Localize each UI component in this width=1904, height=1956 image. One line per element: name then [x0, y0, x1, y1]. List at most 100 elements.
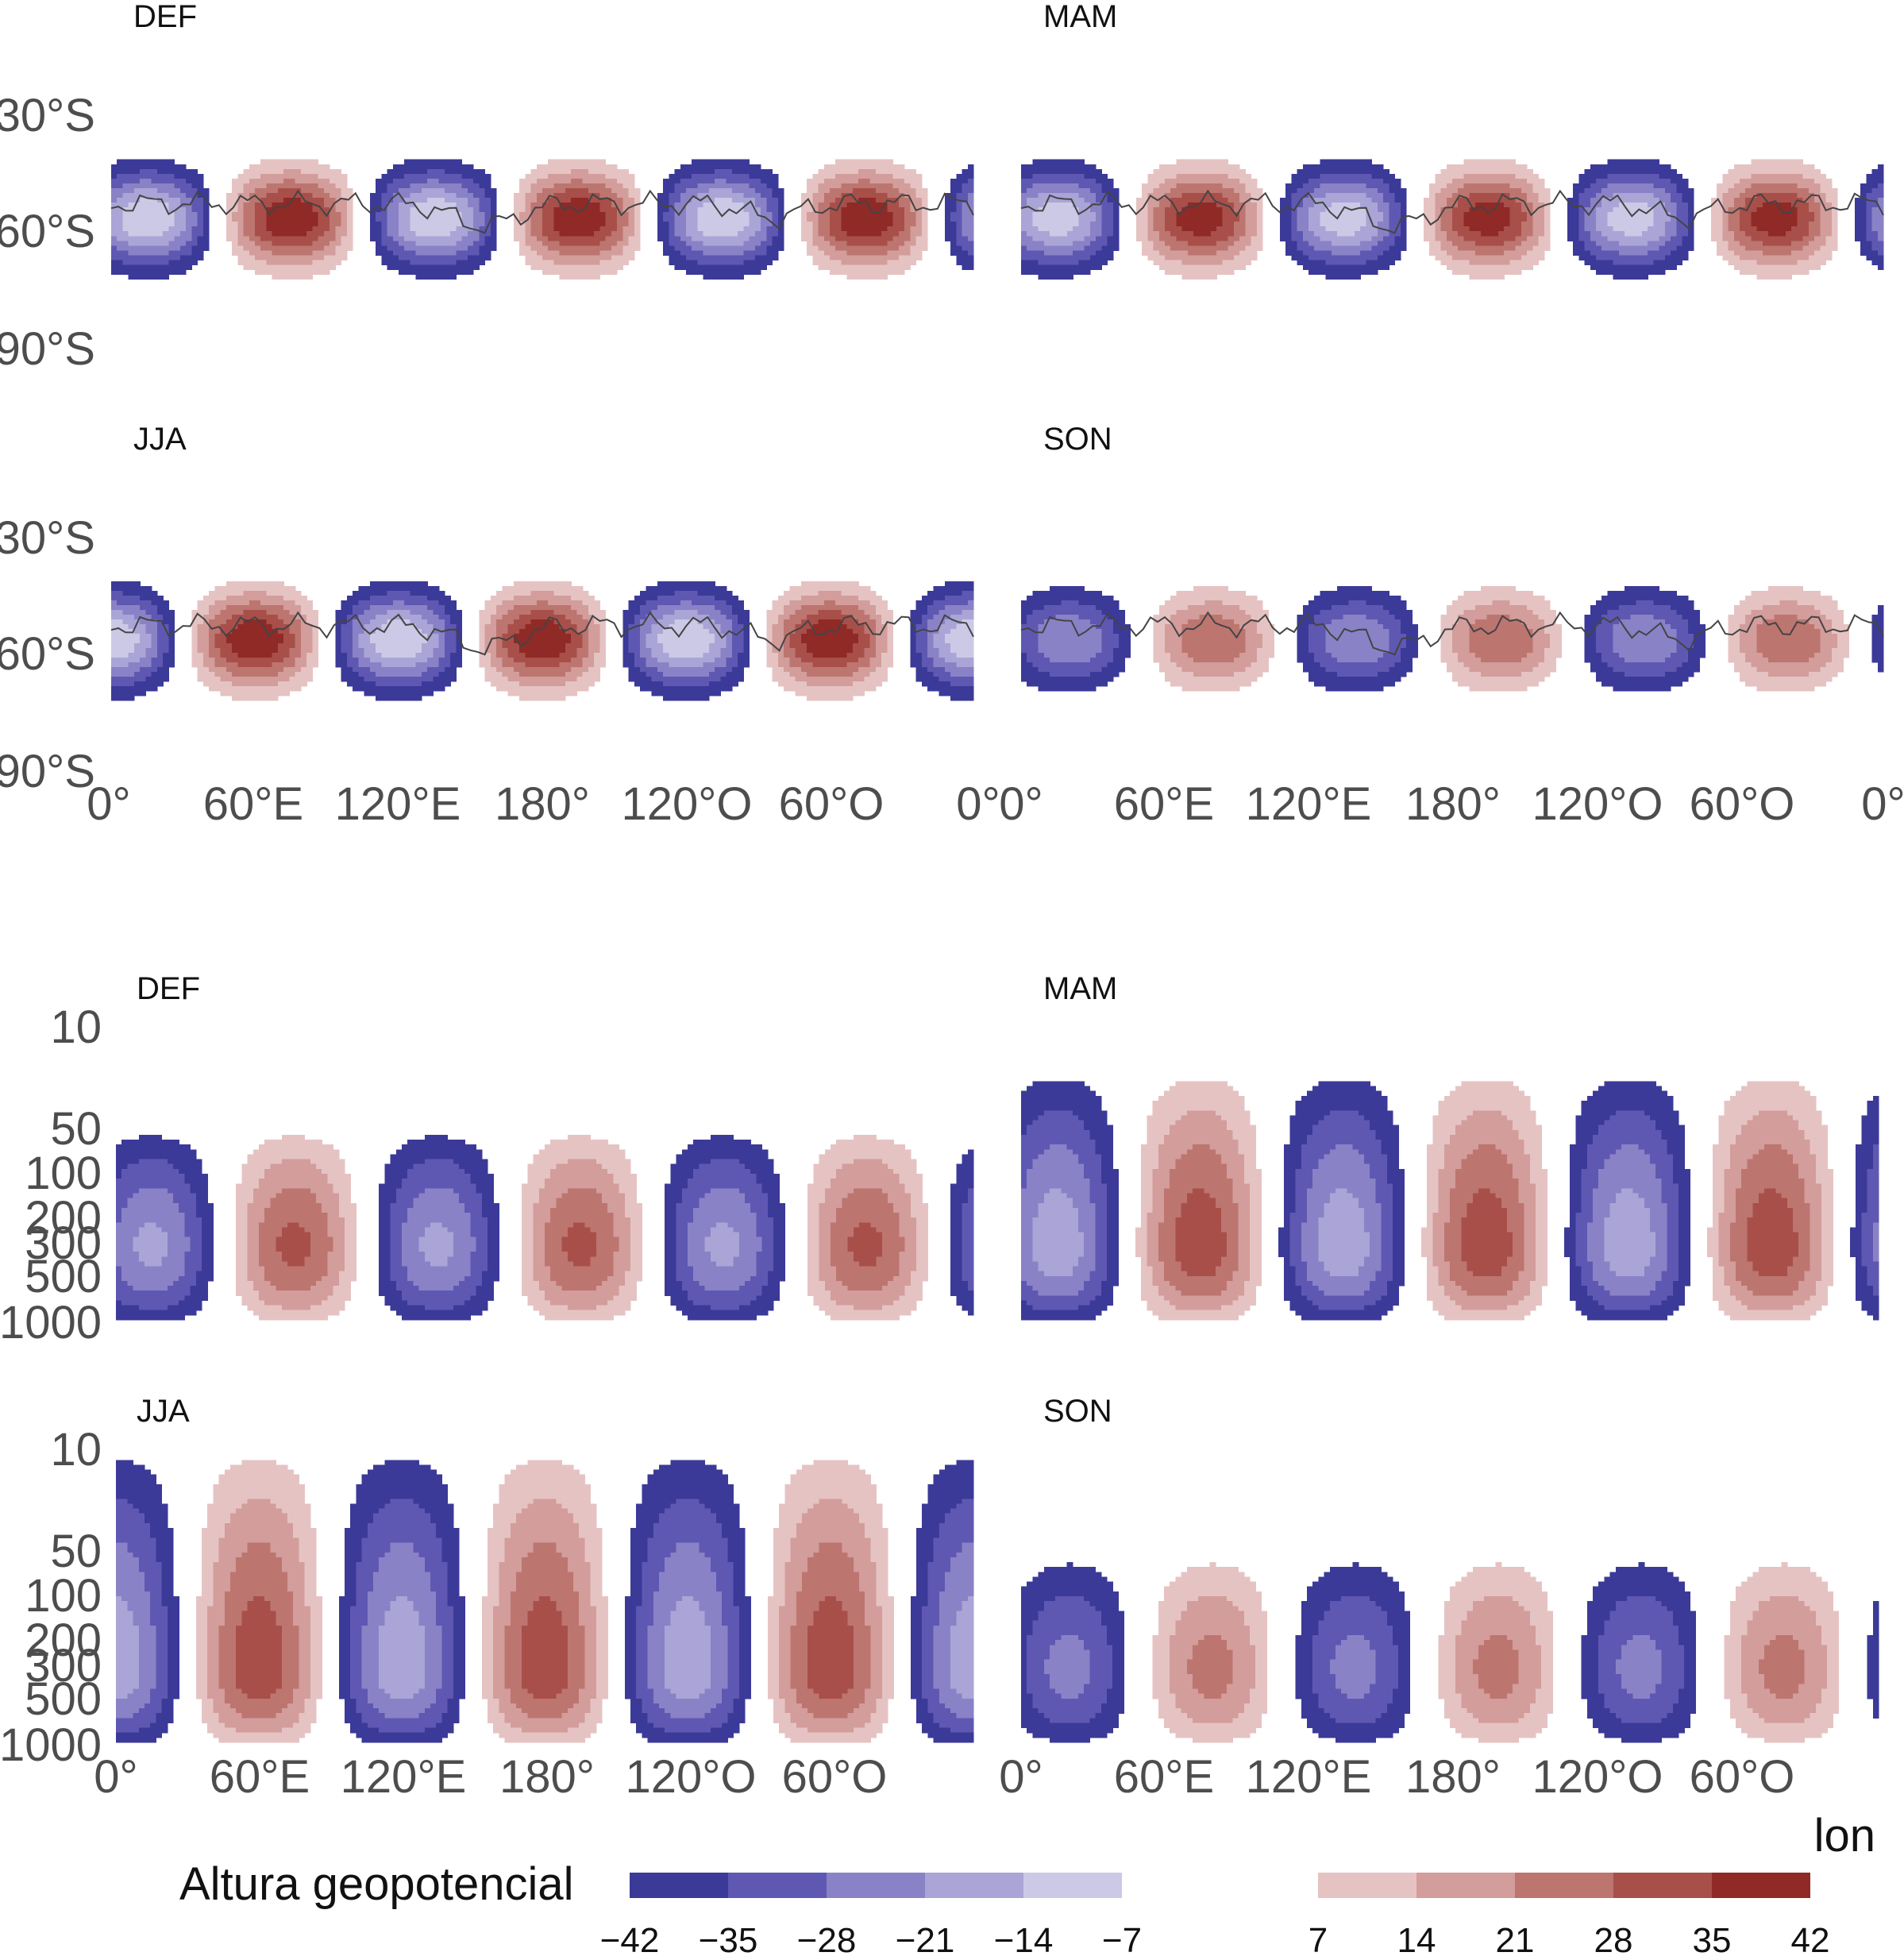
heatmap-cell — [910, 212, 917, 218]
heatmap-cell — [571, 164, 578, 170]
heatmap-cell — [864, 250, 871, 256]
heatmap-cell — [686, 250, 692, 256]
heatmap-cell — [588, 164, 595, 170]
heatmap-cell — [1474, 260, 1482, 266]
heatmap-cell — [703, 231, 710, 237]
heatmap-cell — [133, 159, 141, 165]
heatmap-cell — [473, 226, 480, 232]
heatmap-cell — [1239, 183, 1246, 189]
heatmap-cell — [1233, 260, 1240, 266]
heatmap-cell — [467, 178, 474, 184]
heatmap-cell — [910, 207, 917, 213]
heatmap-cell — [761, 260, 767, 266]
heatmap-cell — [892, 245, 900, 251]
heatmap-cell — [1458, 187, 1465, 194]
heatmap-cell — [1147, 207, 1154, 213]
heatmap-cell — [415, 226, 422, 232]
heatmap-cell — [1096, 207, 1102, 213]
heatmap-cell — [237, 260, 245, 266]
heatmap-cell — [456, 183, 463, 189]
heatmap-cell — [1228, 264, 1235, 271]
heatmap-cell — [680, 226, 687, 232]
heatmap-cell — [738, 269, 744, 276]
heatmap-cell — [1228, 192, 1235, 199]
heatmap-cell — [415, 241, 422, 246]
heatmap-cell — [1165, 168, 1171, 175]
heatmap-cell — [1497, 164, 1505, 170]
heatmap-cell — [864, 241, 871, 246]
heatmap-cell — [1618, 198, 1625, 203]
heatmap-cell — [766, 250, 773, 256]
heatmap-cell — [335, 217, 342, 222]
heatmap-cell — [1527, 183, 1533, 189]
heatmap-cell — [1383, 264, 1389, 271]
heatmap-cell — [835, 192, 842, 199]
heatmap-cell — [1389, 241, 1396, 246]
heatmap-cell — [1170, 164, 1177, 170]
heatmap-cell — [237, 203, 245, 208]
heatmap-cell — [1187, 183, 1194, 189]
heatmap-cell — [1348, 212, 1355, 218]
heatmap-cell — [300, 178, 307, 184]
heatmap-cell — [1245, 207, 1252, 213]
heatmap-cell — [1400, 212, 1407, 218]
heatmap-cell — [852, 159, 859, 165]
heatmap-cell — [300, 260, 307, 266]
heatmap-cell — [404, 222, 411, 227]
heatmap-cell — [467, 207, 474, 213]
heatmap-cell — [565, 245, 572, 251]
heatmap-cell — [846, 159, 854, 165]
heatmap-cell — [444, 198, 451, 203]
heatmap-cell — [438, 226, 445, 232]
heatmap-cell — [1497, 226, 1505, 232]
heatmap-cell — [731, 264, 738, 271]
heatmap-cell — [249, 231, 256, 237]
heatmap-cell — [1021, 264, 1027, 271]
heatmap-cell — [892, 236, 900, 241]
heatmap-cell — [1147, 183, 1154, 189]
heatmap-cell — [818, 245, 825, 251]
heatmap-cell — [1463, 269, 1470, 276]
heatmap-cell — [117, 183, 124, 189]
heatmap-cell — [542, 264, 549, 271]
heatmap-cell — [283, 250, 291, 256]
heatmap-cell — [835, 173, 842, 179]
heatmap-cell — [1371, 222, 1378, 227]
heatmap-cell — [1590, 217, 1597, 222]
heatmap-cell — [369, 203, 376, 208]
heatmap-cell — [1590, 212, 1597, 218]
heatmap-cell — [1193, 241, 1201, 246]
heatmap-cell — [1032, 231, 1039, 237]
heatmap-cell — [967, 173, 974, 179]
heatmap-cell — [553, 192, 561, 199]
heatmap-cell — [611, 187, 618, 194]
heatmap-cell — [1055, 173, 1062, 179]
heatmap-cell — [830, 241, 836, 246]
heatmap-cell — [1204, 226, 1212, 232]
heatmap-cell — [1366, 178, 1373, 184]
heatmap-cell — [1084, 241, 1091, 246]
heatmap-cell — [1089, 198, 1097, 203]
heatmap-cell — [1193, 192, 1201, 199]
heatmap-cell — [438, 187, 445, 194]
heatmap-cell — [1596, 231, 1602, 237]
heatmap-cell — [456, 198, 463, 203]
heatmap-cell — [151, 241, 158, 246]
heatmap-cell — [818, 198, 825, 203]
heatmap-cell — [1354, 260, 1361, 266]
heatmap-cell — [1584, 260, 1591, 266]
heatmap-cell — [686, 187, 692, 194]
heatmap-cell — [1509, 269, 1517, 276]
heatmap-cell — [444, 164, 451, 170]
heatmap-cell — [1625, 274, 1632, 280]
heatmap-cell — [1331, 217, 1338, 222]
heatmap-cell — [1061, 245, 1068, 251]
heatmap-cell — [306, 222, 313, 227]
heatmap-cell — [376, 226, 382, 232]
heatmap-cell — [559, 231, 566, 237]
heatmap-cell — [1239, 260, 1246, 266]
heatmap-cell — [444, 192, 451, 199]
heatmap-cell — [1027, 173, 1034, 179]
heatmap-cell — [1366, 226, 1373, 232]
heatmap-cell — [237, 231, 245, 237]
